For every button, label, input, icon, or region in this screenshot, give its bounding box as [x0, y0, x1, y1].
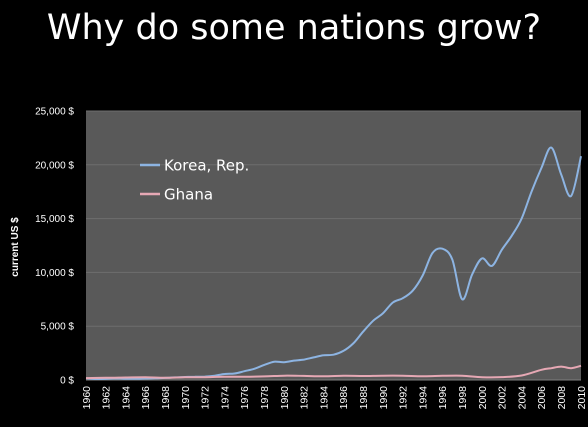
x-tick-label: 1968 — [160, 386, 172, 410]
x-tick-label: 1984 — [318, 386, 330, 410]
x-tick-label: 1960 — [81, 386, 93, 410]
y-tick-label: 0 $ — [60, 376, 74, 387]
x-tick-label: 1962 — [101, 386, 113, 410]
series-lines — [85, 146, 582, 381]
y-tick-label: 25,000 $ — [35, 107, 74, 118]
x-tick-label: 1994 — [417, 386, 429, 410]
plot-area — [86, 111, 581, 380]
x-tick-label: 2000 — [477, 386, 489, 410]
y-tick-label: 5,000 $ — [41, 322, 75, 333]
x-tick-label: 1988 — [358, 386, 370, 410]
x-tick-label: 2008 — [556, 386, 568, 410]
x-tick-label: 1998 — [457, 386, 469, 410]
x-tick-label: 1966 — [140, 386, 152, 410]
legend-label: Ghana — [164, 186, 213, 204]
y-axis-label: current US $ — [10, 217, 21, 277]
x-tick-label: 2004 — [516, 386, 528, 410]
x-tick-label: 1978 — [259, 386, 271, 410]
x-tick-label: 1990 — [378, 386, 390, 410]
x-tick-label: 1970 — [180, 386, 192, 410]
grid-lines — [86, 110, 581, 381]
slide-title: Why do some nations grow? — [46, 8, 542, 48]
x-tick-label: 2002 — [497, 386, 509, 410]
y-axis-ticks: 0 $ 5,000 $ 10,000 $ 15,000 $ 20,000 $ 25,000… — [35, 107, 74, 387]
x-tick-label: 1972 — [200, 386, 212, 410]
x-tick-label: 1976 — [239, 386, 251, 410]
x-tick-label: 1980 — [279, 386, 291, 410]
x-tick-label: 2006 — [536, 386, 548, 410]
x-axis-ticks: 1960 1962 1964 1966 1968 1970 1972 1974 1976 1978… — [81, 386, 588, 410]
series-line-1 — [85, 364, 582, 380]
x-tick-label: 1964 — [120, 386, 132, 410]
y-tick-label: 20,000 $ — [35, 160, 74, 171]
x-tick-label: 1974 — [219, 386, 231, 410]
x-tick-label: 1992 — [398, 386, 410, 410]
y-tick-label: 10,000 $ — [35, 268, 74, 279]
x-tick-label: 1996 — [437, 386, 449, 410]
x-tick-label: 1986 — [338, 386, 350, 410]
legend: Korea, Rep. Ghana — [140, 157, 249, 204]
legend-label: Korea, Rep. — [164, 157, 249, 175]
x-tick-label: 2010 — [576, 386, 588, 410]
y-tick-label: 15,000 $ — [35, 214, 74, 225]
x-tick-label: 1982 — [299, 386, 311, 410]
